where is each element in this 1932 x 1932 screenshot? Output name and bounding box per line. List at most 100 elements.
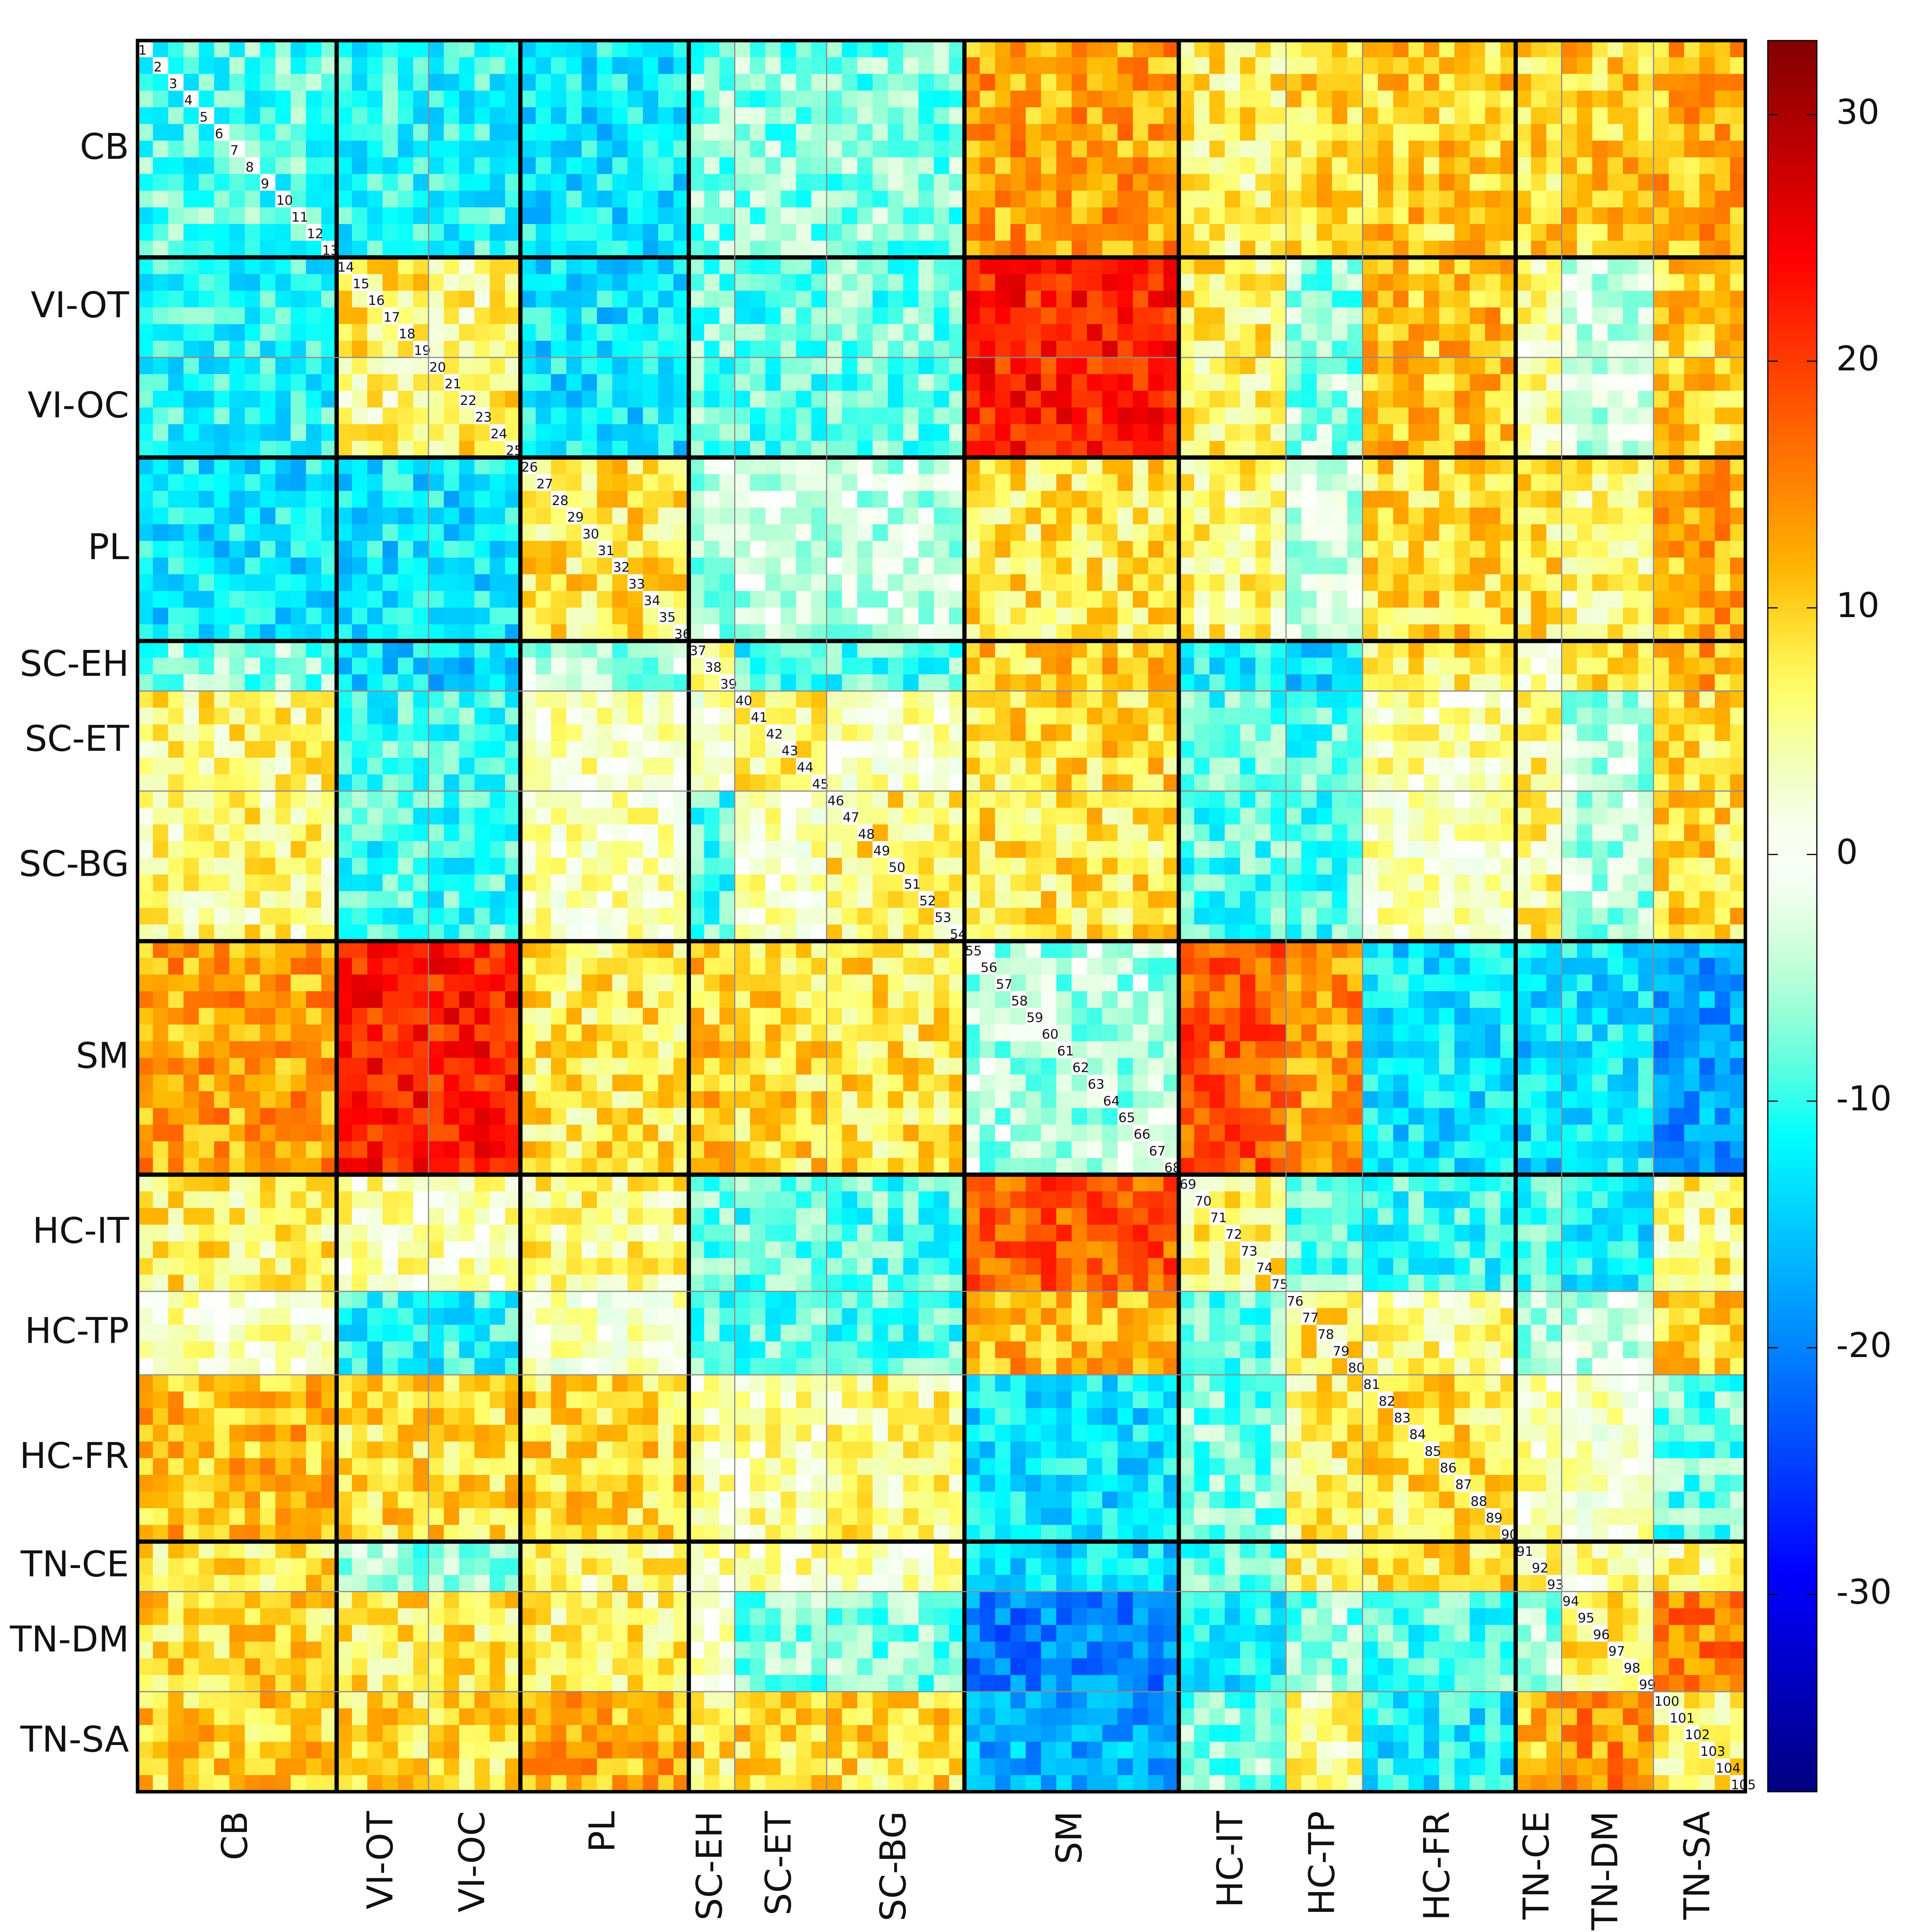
heatmap-cell <box>245 240 260 258</box>
heatmap-cell <box>980 391 995 408</box>
heatmap-cell <box>1607 741 1623 758</box>
heatmap-cell <box>1393 257 1409 274</box>
heatmap-cell <box>1531 474 1547 491</box>
heatmap-cell <box>337 524 352 541</box>
heatmap-cell <box>1515 707 1531 725</box>
heatmap-cell <box>1546 757 1562 775</box>
heatmap-cell <box>1209 457 1225 474</box>
heatmap-cell <box>1546 808 1562 825</box>
heatmap-cell <box>1730 791 1746 808</box>
heatmap-cell <box>1607 274 1623 291</box>
heatmap-cell <box>1668 741 1685 758</box>
heatmap-cell <box>1622 457 1639 474</box>
heatmap-cell <box>597 824 613 842</box>
heatmap-cell <box>597 157 613 174</box>
heatmap-cell <box>1347 674 1363 691</box>
heatmap-cell <box>673 607 689 625</box>
heatmap-cell <box>1362 491 1378 508</box>
heatmap-cell <box>260 657 276 675</box>
heatmap-cell <box>1378 124 1394 141</box>
heatmap-cell <box>367 757 383 775</box>
heatmap-cell <box>1408 224 1424 241</box>
heatmap-cell <box>1209 140 1225 158</box>
heatmap-cell <box>1423 74 1440 91</box>
heatmap-cell <box>1500 657 1516 675</box>
heatmap-cell <box>796 357 812 374</box>
heatmap-cell <box>1209 774 1225 791</box>
heatmap-cell <box>1071 274 1087 291</box>
heatmap-cell <box>138 724 153 742</box>
heatmap-cell <box>934 641 949 658</box>
heatmap-cell <box>1133 474 1149 491</box>
heatmap-cell <box>781 457 796 474</box>
heatmap-cell <box>1332 174 1348 191</box>
heatmap-cell <box>1546 74 1562 91</box>
heatmap-cell <box>337 507 352 525</box>
heatmap-cell <box>735 240 750 258</box>
heatmap-cell <box>153 207 168 224</box>
heatmap-cell <box>1408 240 1424 258</box>
heatmap-cell <box>1638 440 1654 458</box>
heatmap-cell <box>673 507 689 525</box>
heatmap-cell <box>949 357 965 374</box>
heatmap-cell <box>980 791 995 808</box>
heatmap-cell <box>1056 340 1072 358</box>
heatmap-cell <box>1439 474 1455 491</box>
heatmap-cell <box>229 240 245 258</box>
heatmap-cell <box>750 691 766 708</box>
heatmap-cell <box>1699 774 1715 791</box>
heatmap-cell <box>214 491 230 508</box>
heatmap-cell <box>673 41 689 58</box>
heatmap-cell <box>1316 541 1332 558</box>
heatmap-cell <box>1485 240 1501 258</box>
heatmap-cell <box>1622 757 1639 775</box>
heatmap-cell <box>275 207 291 224</box>
heatmap-cell <box>765 541 781 558</box>
heatmap-cell <box>398 74 413 91</box>
heatmap-cell <box>612 41 628 58</box>
heatmap-cell <box>1148 724 1164 742</box>
heatmap-cell <box>1133 257 1149 274</box>
heatmap-cell <box>1102 107 1118 124</box>
heatmap-cell <box>275 157 291 174</box>
heatmap-cell <box>229 140 245 158</box>
heatmap-cell <box>1041 107 1057 124</box>
heatmap-cell <box>827 707 842 725</box>
heatmap-cell <box>1332 291 1348 308</box>
heatmap-cell <box>1638 507 1654 525</box>
heatmap-cell <box>1010 558 1026 575</box>
heatmap-cell <box>827 474 842 491</box>
heatmap-cell <box>1026 808 1041 825</box>
heatmap-cell <box>1730 124 1746 141</box>
heatmap-cell <box>1316 491 1332 508</box>
heatmap-cell <box>1485 774 1501 791</box>
heatmap-cell <box>566 641 582 658</box>
heatmap-cell <box>245 407 260 425</box>
heatmap-cell <box>1469 574 1485 591</box>
heatmap-cell <box>1378 157 1394 174</box>
heatmap-cell <box>1362 374 1378 391</box>
heatmap-cell <box>1531 307 1547 325</box>
heatmap-cell <box>214 741 230 758</box>
heatmap-cell <box>934 240 949 258</box>
heatmap-cell <box>1071 507 1087 525</box>
heatmap-cell <box>1500 90 1516 108</box>
heatmap-cell <box>428 107 444 124</box>
heatmap-cell <box>673 707 689 725</box>
heatmap-cell <box>1133 491 1149 508</box>
heatmap-cell <box>934 808 949 825</box>
heatmap-cell <box>367 124 383 141</box>
heatmap-cell <box>1546 474 1562 491</box>
heatmap-cell <box>566 41 582 58</box>
heatmap-cell <box>1668 74 1685 91</box>
heatmap-cell <box>1439 558 1455 575</box>
heatmap-cell <box>612 541 628 558</box>
heatmap-cell <box>505 774 521 791</box>
heatmap-cell <box>352 824 368 842</box>
heatmap-cell <box>1378 808 1394 825</box>
heatmap-cell <box>872 607 888 625</box>
heatmap-cell <box>980 507 995 525</box>
heatmap-cell <box>1117 124 1133 141</box>
heatmap-cell <box>1194 207 1210 224</box>
heatmap-cell <box>398 457 413 474</box>
